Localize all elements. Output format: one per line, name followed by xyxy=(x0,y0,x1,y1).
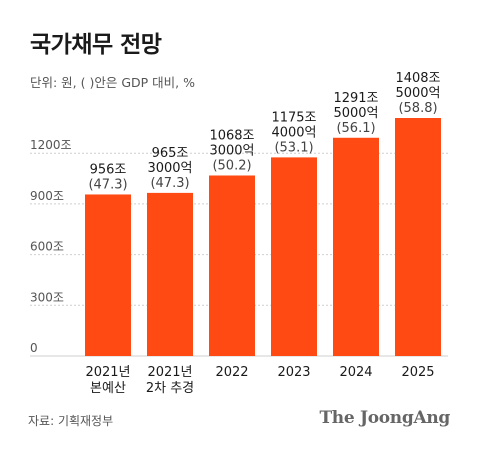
value-label: 1068조 xyxy=(209,128,254,143)
x-tick-label: 2021년 xyxy=(85,365,130,380)
gdp-ratio-label: (58.8) xyxy=(398,101,437,116)
brand-logo: The JoongAng xyxy=(319,408,450,428)
chart-title: 국가채무 전망 xyxy=(30,32,162,58)
bar xyxy=(147,192,193,356)
x-tick-label: 본예산 xyxy=(90,381,126,396)
gdp-ratio-label: (53.1) xyxy=(274,140,313,155)
value-label: 3000억 xyxy=(147,161,192,176)
x-tick-label: 2차 추경 xyxy=(146,381,194,396)
value-label: 965조 xyxy=(152,146,189,161)
bar xyxy=(271,157,317,356)
value-label: 5000억 xyxy=(395,86,440,101)
source-note: 자료: 기획재정부 xyxy=(28,414,114,428)
x-tick-label: 2021년 xyxy=(147,365,192,380)
x-tick-label: 2025 xyxy=(401,365,434,380)
gdp-ratio-label: (56.1) xyxy=(336,121,375,136)
gdp-ratio-label: (50.2) xyxy=(212,158,251,173)
bar xyxy=(209,175,255,356)
value-label: 1408조 xyxy=(395,71,440,86)
x-tick-label: 2022 xyxy=(215,365,248,380)
bar xyxy=(395,118,441,356)
y-tick-label: 1200조 xyxy=(30,138,72,152)
y-tick-label: 300조 xyxy=(30,290,64,304)
gdp-ratio-label: (47.3) xyxy=(150,176,189,191)
chart-subtitle: 단위: 원, ( )안은 GDP 대비, % xyxy=(30,75,195,90)
value-label: 1291조 xyxy=(333,91,378,106)
value-label: 5000억 xyxy=(333,106,378,121)
y-tick-label: 900조 xyxy=(30,189,64,203)
y-tick-label: 0 xyxy=(30,341,38,355)
bar xyxy=(333,137,379,356)
value-label: 956조 xyxy=(90,162,127,177)
x-tick-label: 2024 xyxy=(339,365,372,380)
value-label: 3000억 xyxy=(209,143,254,158)
bar xyxy=(85,194,131,356)
x-tick-label: 2023 xyxy=(277,365,310,380)
value-label: 1175조 xyxy=(271,110,316,125)
value-label: 4000억 xyxy=(271,125,316,140)
y-tick-label: 600조 xyxy=(30,240,64,254)
gdp-ratio-label: (47.3) xyxy=(88,177,127,192)
